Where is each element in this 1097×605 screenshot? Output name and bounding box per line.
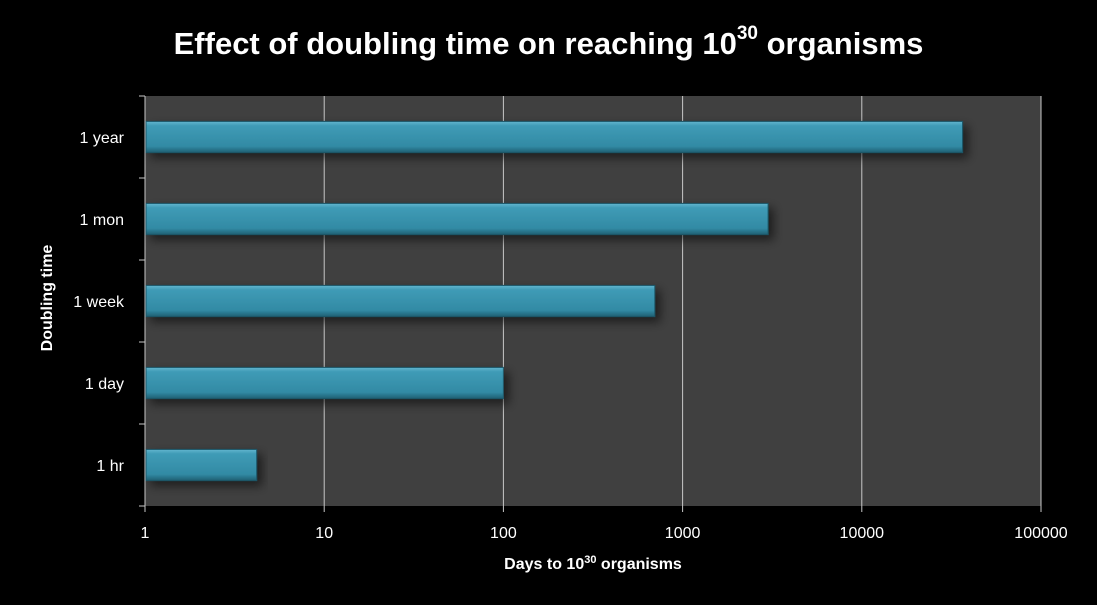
bars <box>145 120 964 482</box>
axes <box>139 95 1042 512</box>
tick-labels: 1 10 100 1000 10000 100000 1 year 1 mon 1 week 1 … <box>73 130 1068 542</box>
y-tick-label-1-year: 1 year <box>80 130 125 147</box>
x-tick-label-1000: 1000 <box>665 525 701 542</box>
bar-1-year <box>145 120 964 154</box>
bar-1-week <box>145 284 656 318</box>
y-tick-label-1-day: 1 day <box>85 376 124 393</box>
y-tick-label-1-week: 1 week <box>73 294 125 311</box>
bar-1-day <box>145 366 504 400</box>
x-axis-title: Days to 1030 organisms <box>504 554 682 574</box>
y-tick-label-1-hr: 1 hr <box>96 458 124 475</box>
y-axis-title: Doubling time <box>39 244 56 352</box>
x-tick-label-10000: 10000 <box>840 525 885 542</box>
bar-1-hr <box>145 448 258 482</box>
x-tick-label-1: 1 <box>141 525 150 542</box>
chart-title: Effect of doubling time on reaching 1030… <box>0 23 1097 62</box>
chart-title-exponent: 30 <box>736 23 758 44</box>
bar-1-mon <box>145 202 769 236</box>
x-tick-label-100000: 100000 <box>1014 525 1067 542</box>
y-tick-label-1-mon: 1 mon <box>80 212 124 229</box>
chart-title-text: Effect of doubling time on reaching 10 <box>173 26 737 61</box>
x-tick-label-10: 10 <box>315 525 333 542</box>
x-axis-title-suffix: organisms <box>596 556 682 573</box>
x-axis-title-exponent: 30 <box>584 554 597 566</box>
x-axis-title-text: Days to 10 <box>504 556 585 573</box>
chart-title-suffix: organisms <box>757 26 924 61</box>
x-tick-label-100: 100 <box>490 525 517 542</box>
